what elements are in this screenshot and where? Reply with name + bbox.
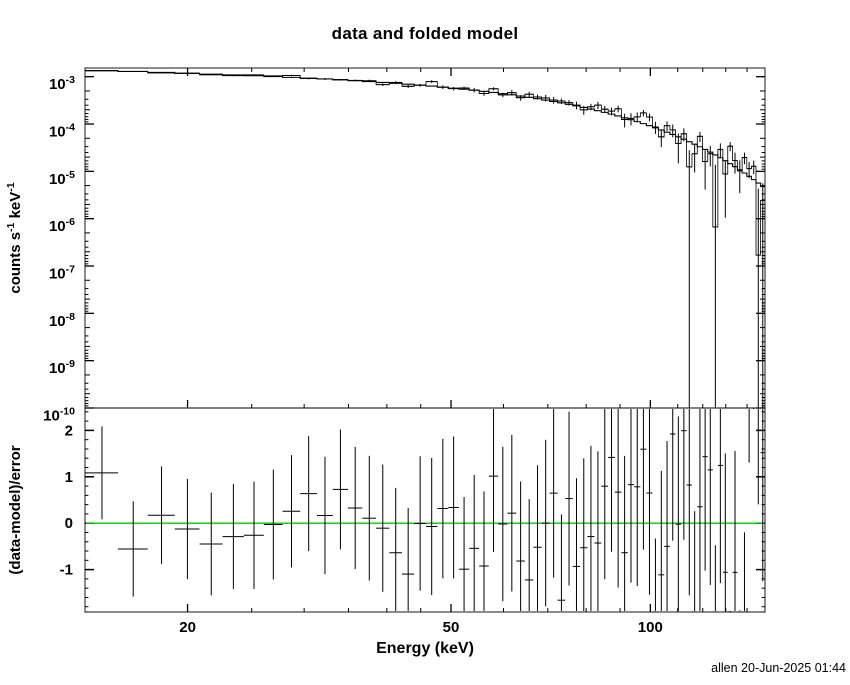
svg-text:allen 20-Jun-2025 01:44: allen 20-Jun-2025 01:44 bbox=[711, 661, 846, 675]
svg-text:1: 1 bbox=[65, 469, 73, 486]
svg-text:counts s-1 keV-1: counts s-1 keV-1 bbox=[5, 182, 24, 293]
svg-text:data and folded model: data and folded model bbox=[332, 24, 519, 43]
svg-text:Energy (keV): Energy (keV) bbox=[376, 640, 474, 657]
svg-text:-1: -1 bbox=[60, 562, 73, 579]
svg-text:2: 2 bbox=[65, 422, 73, 439]
svg-text:0: 0 bbox=[65, 515, 73, 532]
svg-text:50: 50 bbox=[443, 619, 460, 636]
svg-text:(data-model)/error: (data-model)/error bbox=[7, 445, 24, 574]
svg-text:100: 100 bbox=[638, 619, 663, 636]
svg-text:20: 20 bbox=[179, 619, 196, 636]
